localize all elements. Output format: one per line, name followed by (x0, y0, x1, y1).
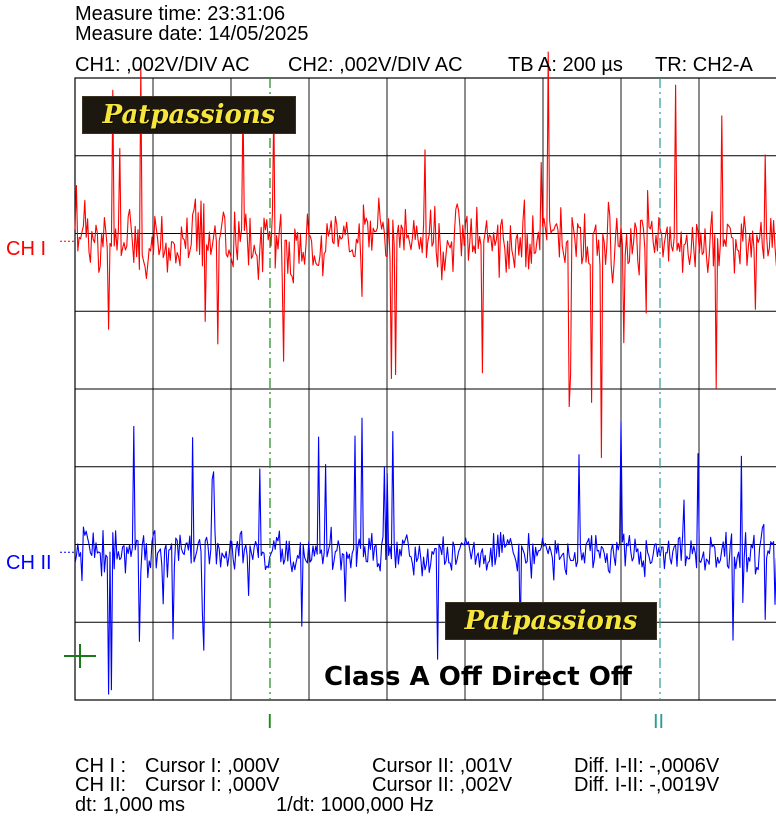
cursor-1-label: I (267, 711, 273, 733)
watermark-logo-bottom: Patpassions (445, 602, 657, 640)
ch2-cursor1-readout: Cursor I: ,000V (145, 774, 280, 796)
measure-time: Measure time: 23:31:06 (75, 3, 286, 25)
ch2-diff-readout: Diff. I-II: -,0019V (574, 774, 720, 796)
cursors: I II (64, 78, 664, 733)
frequency-readout: 1/dt: 1000,000 Hz (276, 794, 434, 816)
ch1-label: CH I (6, 238, 46, 260)
measure-date: Measure date: 14/05/2025 (75, 23, 309, 45)
trigger-source: TR: CH2-A (655, 54, 753, 76)
trace-ch2 (74, 417, 776, 695)
timebase: TB A: 200 µs (508, 54, 623, 76)
traces (60, 51, 776, 695)
caption: Class A Off Direct Off (324, 662, 632, 692)
ch2-readout-name: CH II: (75, 774, 127, 796)
dt-readout: dt: 1,000 ms (75, 794, 186, 816)
ch2-label: CH II (6, 552, 52, 574)
ch1-readout-name: CH I : (75, 755, 127, 777)
ch1-setting: CH1: ,002V/DIV AC (75, 54, 250, 76)
cursor-2-label: II (653, 711, 664, 733)
ch1-diff-readout: Diff. I-II: -,0006V (574, 755, 720, 777)
ch2-cursor2-readout: Cursor II: ,002V (372, 774, 513, 796)
ch1-cursor1-readout: Cursor I: ,000V (145, 755, 280, 777)
ch1-cursor2-readout: Cursor II: ,001V (372, 755, 513, 777)
ch2-setting: CH2: ,002V/DIV AC (288, 54, 463, 76)
watermark-logo-top: Patpassions (82, 96, 296, 134)
